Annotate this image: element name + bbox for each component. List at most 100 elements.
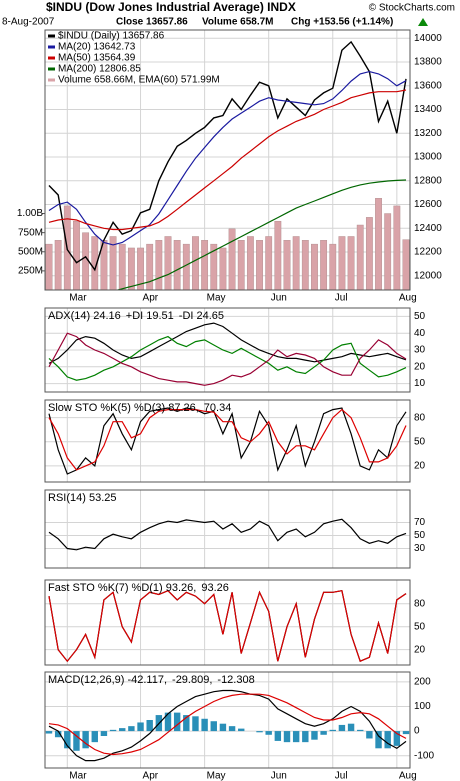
y-tick-label: 12400	[414, 223, 442, 234]
x-tick-label: Apr	[143, 771, 159, 781]
volume-bar	[384, 213, 392, 290]
x-tick-label: Aug	[399, 293, 417, 304]
histogram-bar	[45, 731, 53, 734]
legend-entry: MACD(12,26,9) -42.117,	[48, 674, 167, 686]
volume-bar	[146, 243, 154, 290]
y-tick-label: 10	[414, 378, 426, 389]
volume-bar	[256, 240, 263, 290]
volume-bar	[45, 243, 53, 290]
histogram-bar	[347, 723, 355, 732]
legend-entry: Volume 658.66M, EMA(60) 571.99M	[58, 75, 220, 86]
panel	[45, 308, 410, 392]
volume-bar	[137, 247, 144, 290]
legend-entry: MA(50) 13564.39	[58, 53, 136, 64]
y-tick-label: 80	[414, 598, 426, 609]
y-tick-label: 20	[414, 644, 426, 655]
legend-entry: -DI 24.65	[179, 310, 224, 322]
volume-bar	[201, 240, 209, 290]
histogram-bar	[91, 731, 98, 743]
volume-bar	[54, 240, 62, 290]
legend-entry: +DI 19.51	[126, 310, 174, 322]
legend-swatch	[48, 34, 55, 38]
y-tick-label: 70	[414, 517, 426, 528]
histogram-bar	[173, 712, 181, 732]
y-tick-label: 80	[414, 412, 426, 423]
x-tick-label: May	[207, 771, 226, 781]
legend-entry: MA(20) 13642.73	[58, 42, 136, 53]
x-tick-label: May	[207, 293, 226, 304]
volume-bar	[301, 240, 309, 290]
panel-frame	[44, 489, 411, 569]
x-tick-label: Jun	[271, 293, 287, 304]
y-tick-label: 12800	[414, 175, 442, 186]
x-tick-label: Mar	[69, 293, 87, 304]
series-line	[48, 693, 407, 756]
legend-entry: ADX(14) 24.16	[48, 310, 121, 322]
volume-bar	[73, 220, 80, 290]
series-line	[48, 407, 407, 475]
volume-bar	[320, 240, 328, 290]
close: Close 13657.86	[116, 17, 188, 28]
panel	[45, 580, 410, 665]
credit: © StockCharts.com	[369, 3, 455, 14]
histogram-bar	[201, 718, 208, 732]
y-tick-label: 13200	[414, 128, 442, 139]
histogram-bar	[109, 729, 117, 732]
histogram-bar	[54, 731, 62, 738]
series-line	[48, 518, 407, 551]
y-tick-label: 13000	[414, 152, 442, 163]
y-tick-label: 50	[414, 621, 426, 632]
legend-swatch	[48, 45, 55, 49]
series-line	[48, 322, 407, 364]
histogram-bar	[320, 731, 327, 735]
histogram-bar	[73, 731, 80, 751]
histogram-bar	[384, 731, 391, 749]
histogram-bar	[311, 731, 318, 740]
y-tick-label: 13400	[414, 104, 442, 115]
series-line	[48, 40, 407, 272]
histogram-bar	[265, 731, 272, 735]
panel-frame	[44, 579, 411, 666]
histogram-bar	[302, 731, 309, 743]
histogram-bar	[274, 731, 282, 741]
histogram-bar	[238, 728, 245, 732]
legend-entry: -29.809,	[172, 674, 212, 686]
volume-bar	[118, 243, 126, 290]
series-line	[48, 332, 407, 386]
y-tick-label: 50	[414, 436, 426, 447]
volume-bar	[164, 236, 172, 290]
histogram-bar	[256, 731, 263, 733]
series-line	[115, 179, 407, 290]
x-tick-label: Apr	[143, 293, 159, 304]
plots: Mar Apr May Jun Jul Aug 12000 12200 12400 12600 12…	[17, 29, 442, 781]
volume-bar	[182, 243, 190, 290]
series-line	[48, 335, 407, 381]
y-tick-label: 12000	[414, 270, 442, 281]
volume-bar	[265, 236, 273, 290]
histogram-bar	[146, 720, 153, 732]
volume-bar	[292, 236, 300, 290]
panel	[45, 400, 410, 482]
y-tick-label: 13800	[414, 57, 442, 68]
histogram-bar	[119, 728, 126, 732]
histogram-bar	[164, 712, 172, 732]
x-tick-label: Jul	[335, 293, 348, 304]
volume-bar	[311, 243, 318, 290]
series-line	[48, 589, 407, 663]
symbol-title: $INDU (Dow Jones Industrial Average) IND…	[46, 0, 296, 14]
histogram-bar	[329, 729, 336, 732]
volume-bar	[283, 240, 291, 290]
volume-bar	[127, 247, 135, 290]
y-tick-label: 12600	[414, 199, 442, 210]
legend-entry: 93.26	[201, 582, 229, 594]
y-tick-label: 50	[414, 530, 426, 541]
legend-swatch	[48, 56, 55, 60]
legend-entry: 70.34	[204, 402, 232, 414]
volume-bar	[402, 239, 410, 290]
y-tick-label: -100	[414, 750, 434, 761]
legend-entry: RSI(14) 53.25	[48, 492, 116, 504]
change: Chg +153.56 (+1.14%)	[291, 17, 393, 28]
x-tick-label: Jul	[335, 771, 348, 781]
volume-bar	[246, 236, 254, 290]
